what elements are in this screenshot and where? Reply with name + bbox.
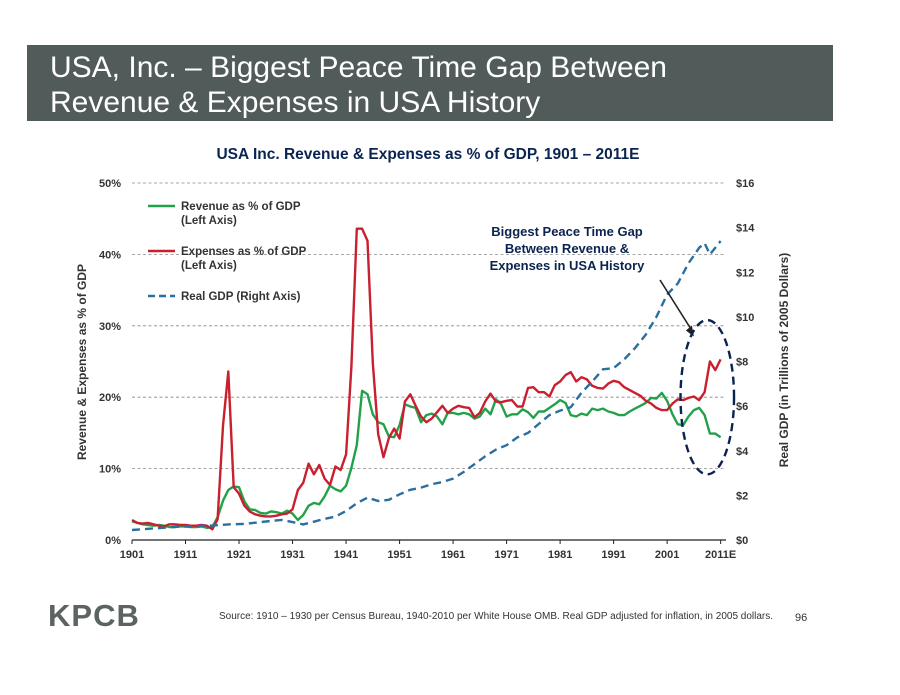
real-gdp-line xyxy=(131,240,722,532)
revenue-line xyxy=(131,389,722,530)
legend-label: Expenses as % of GDP xyxy=(181,246,307,258)
right-axis: $0 $2 $4 $6 $8 $10 $12 $14 $16 xyxy=(736,178,755,547)
left-tick-label: 50% xyxy=(99,178,121,190)
left-tick-label: 0% xyxy=(105,535,121,547)
right-tick-label: $8 xyxy=(736,357,748,369)
x-tick-label: 2011E xyxy=(705,549,736,561)
right-tick-label: $10 xyxy=(736,312,754,324)
right-tick-label: $4 xyxy=(736,446,749,458)
legend-label-sub: (Left Axis) xyxy=(181,260,237,272)
x-tick-label: 1921 xyxy=(227,549,251,561)
right-axis-label: Real GDP (in Trillions of 2005 Dollars) xyxy=(777,253,791,468)
x-axis: 1901 1911 1921 1931 1941 1951 1961 1971 1981 1991… xyxy=(120,540,736,561)
annotation-arrow xyxy=(659,279,693,331)
right-tick-label: $0 xyxy=(736,535,748,547)
legend-label-sub: (Left Axis) xyxy=(181,215,237,227)
page-number: 96 xyxy=(795,612,808,624)
left-tick-label: 30% xyxy=(99,321,121,333)
series-layer xyxy=(131,227,722,532)
x-tick-label: 1931 xyxy=(280,549,304,561)
legend: Revenue as % of GDP (Left Axis) Expenses a… xyxy=(148,201,307,303)
x-tick-label: 1961 xyxy=(441,549,465,561)
x-tick-label: 1951 xyxy=(387,549,411,561)
slide-title-line-2: Revenue & Expenses in USA History xyxy=(50,86,541,119)
annotation: Biggest Peace Time Gap Between Revenue & E… xyxy=(490,224,736,476)
x-tick-label: 2001 xyxy=(655,549,679,561)
grid xyxy=(132,182,726,541)
annotation-text: Between Revenue & xyxy=(505,241,629,256)
right-tick-label: $12 xyxy=(736,267,754,279)
title-bar xyxy=(27,45,833,121)
legend-label: Real GDP (Right Axis) xyxy=(181,291,301,303)
left-axis: 0% 10% 20% 30% 40% 50% xyxy=(99,178,121,547)
left-tick-label: 20% xyxy=(99,392,121,404)
annotation-text: Biggest Peace Time Gap xyxy=(491,224,643,239)
right-tick-label: $14 xyxy=(736,223,755,235)
left-tick-label: 40% xyxy=(99,249,121,261)
x-tick-label: 1901 xyxy=(120,549,144,561)
highlight-ellipse xyxy=(679,318,736,476)
x-tick-label: 1911 xyxy=(174,549,198,561)
source-note: Source: 1910 – 1930 per Census Bureau, 1… xyxy=(219,611,774,622)
left-axis-label: Revenue & Expenses as % of GDP xyxy=(75,264,89,460)
left-tick-label: 10% xyxy=(99,464,121,476)
annotation-text: Expenses in USA History xyxy=(490,258,646,273)
chart-title: USA Inc. Revenue & Expenses as % of GDP,… xyxy=(216,146,639,163)
expenses-line xyxy=(131,227,722,531)
x-tick-label: 1981 xyxy=(548,549,572,561)
x-tick-label: 1971 xyxy=(494,549,518,561)
x-tick-label: 1991 xyxy=(601,549,625,561)
right-tick-label: $6 xyxy=(736,401,748,413)
slide-title-line-1: USA, Inc. – Biggest Peace Time Gap Betwe… xyxy=(50,51,667,84)
kpcb-logo: KPCB xyxy=(48,598,140,633)
right-tick-label: $2 xyxy=(736,490,748,502)
x-tick-label: 1941 xyxy=(334,549,358,561)
legend-label: Revenue as % of GDP xyxy=(181,201,301,213)
right-tick-label: $16 xyxy=(736,178,754,190)
